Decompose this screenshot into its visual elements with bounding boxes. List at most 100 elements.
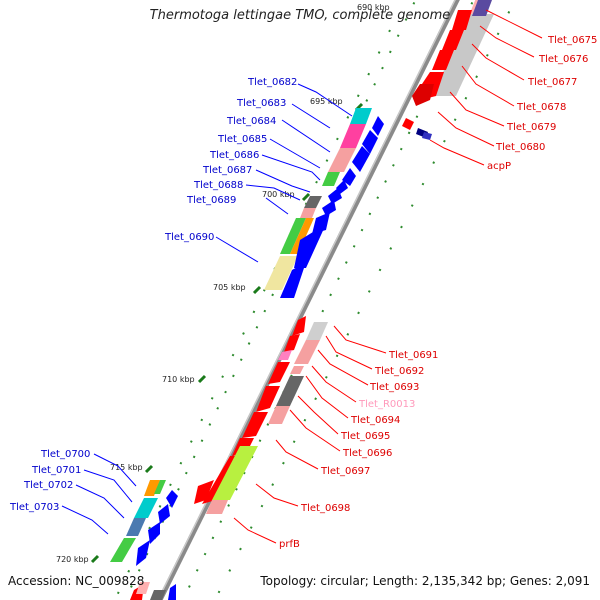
gene-arrow-0694 — [256, 386, 280, 412]
gene-arrow-0701 — [158, 504, 170, 524]
scale-label-700: 700 kbp — [262, 190, 295, 199]
gene-arrow-bottom-blue — [168, 584, 176, 600]
gene-arrow-0692 — [284, 334, 300, 352]
gene-label-Tlet_0676: Tlet_0676 — [538, 54, 588, 65]
gene-label-Tlet_0689: Tlet_0689 — [186, 195, 236, 206]
gene-block-0684-pink — [328, 148, 356, 172]
gene-label-Tlet_0684: Tlet_0684 — [226, 116, 276, 127]
gene-block-0675-purple — [472, 0, 492, 16]
gene-arrow-0690 — [294, 224, 326, 268]
gene-block-acpP-b — [422, 132, 432, 140]
gene-arrow-0691 — [292, 316, 306, 336]
gene-block-0694-gray — [276, 376, 304, 406]
gene-label-Tlet_0677: Tlet_0677 — [527, 77, 577, 88]
gene-arrow-0679 — [412, 84, 434, 106]
gene-arrow-0689a — [322, 200, 336, 216]
gene-arrow-0685 — [342, 168, 356, 186]
gene-block-bottom-pink — [136, 582, 150, 594]
gene-arrow-0702 — [148, 522, 160, 544]
gene-arrow-0676 — [442, 30, 464, 50]
gene-block-0693-pink — [290, 366, 304, 374]
leader-lines-left — [61, 83, 353, 535]
scale-label-690: 690 kbp — [357, 3, 390, 12]
gene-block-0690-green — [280, 218, 306, 254]
gene-label-Tlet_0687: Tlet_0687 — [202, 165, 252, 176]
topology-text: Topology: circular; Length: 2,135,342 bp… — [260, 574, 590, 588]
gene-label-Tlet_0702: Tlet_0702 — [23, 480, 73, 491]
scale-label-715: 715 kbp — [110, 463, 143, 472]
gene-arrow-0683 — [362, 130, 378, 154]
gene-label-Tlet_0680: Tlet_0680 — [495, 142, 545, 153]
gene-arrow-0682 — [372, 116, 384, 136]
gene-label-Tlet_0694: Tlet_0694 — [350, 415, 400, 426]
gene-cluster-bottom — [110, 480, 178, 600]
gene-block-0677-gray — [432, 14, 494, 96]
gene-block-0698-lime — [212, 446, 258, 500]
gene-block-0691-gray — [306, 322, 328, 340]
accession-text: Accession: NC_009828 — [8, 574, 145, 588]
gene-arrow-0695 — [242, 412, 268, 438]
gene-label-Tlet_0691: Tlet_0691 — [388, 350, 438, 361]
gene-arrow-0684 — [352, 146, 370, 172]
gene-block-0690-orange — [290, 218, 314, 254]
gene-cluster-middle — [264, 108, 384, 298]
gene-arrow-0675 — [452, 10, 472, 30]
scale-label-720: 720 kbp — [56, 555, 89, 564]
gene-block-0700-green — [154, 480, 166, 494]
gene-label-Tlet_0703: Tlet_0703 — [9, 502, 59, 513]
gene-block-0690-yellow — [264, 256, 298, 290]
gene-arrow-0677 — [432, 50, 454, 70]
gene-block-bottom-gray — [150, 590, 166, 600]
gene-label-Tlet_0675: Tlet_0675 — [547, 35, 597, 46]
genome-backbone — [157, 0, 460, 600]
far-outer-dotted-track — [213, 0, 517, 600]
gene-label-Tlet_0688: Tlet_0688 — [193, 180, 243, 191]
gene-label-Tlet_0683: Tlet_0683 — [236, 98, 286, 109]
map-title: Thermotoga lettingae TMO, complete genom… — [149, 8, 451, 23]
gene-arrow-prfB — [194, 480, 214, 504]
gene-block-prfB-pink — [206, 500, 228, 514]
gene-arrow-0688 — [328, 188, 342, 204]
gene-label-Tlet_0692: Tlet_0692 — [374, 366, 424, 377]
gene-block-0688-gray — [304, 196, 322, 208]
gene-label-Tlet_0690: Tlet_0690 — [164, 232, 214, 243]
gene-block-0701-cyan — [134, 498, 158, 518]
gene-label-Tlet_0697: Tlet_0697 — [320, 466, 370, 477]
gene-block-0689-pink — [300, 208, 316, 218]
gene-label-Tlet_0701: Tlet_0701 — [31, 465, 81, 476]
gene-arrow-0693 — [268, 362, 290, 384]
gene-label-Tlet_0686: Tlet_0686 — [209, 150, 259, 161]
gene-label-Tlet_R0013: Tlet_R0013 — [358, 399, 415, 410]
scale-label-710: 710 kbp — [162, 375, 195, 384]
gene-label-Tlet_0693: Tlet_0693 — [369, 382, 419, 393]
gene-label-Tlet_0679: Tlet_0679 — [506, 122, 556, 133]
gene-label-Tlet_0698: Tlet_0698 — [300, 503, 350, 514]
gene-arrow-R0013 — [278, 350, 292, 360]
gene-label-prfB: prfB — [279, 539, 300, 550]
genome-backbone-highlight — [157, 0, 456, 600]
gene-arrow-0690b — [280, 262, 306, 298]
gene-block-0686-green — [322, 172, 340, 186]
gene-label-Tlet_0685: Tlet_0685 — [217, 134, 267, 145]
gene-cluster-lower — [194, 316, 328, 514]
gene-block-0683-magenta — [340, 124, 366, 148]
scale-label-705: 705 kbp — [213, 283, 246, 292]
gene-block-0692-pink — [294, 340, 320, 364]
gene-block-0703-green — [110, 538, 136, 562]
gene-block-0700-orange — [144, 480, 160, 496]
scale-label-695: 695 kbp — [310, 97, 343, 106]
gene-block-0695-pink — [268, 406, 290, 424]
gene-arrow-0680 — [402, 118, 414, 130]
gene-arrow-0700 — [166, 490, 178, 508]
gene-arrow-0703 — [136, 540, 150, 566]
gene-arrow-0689b — [312, 212, 330, 234]
gene-label-Tlet_0678: Tlet_0678 — [516, 102, 566, 113]
gene-label-Tlet_0695: Tlet_0695 — [340, 431, 390, 442]
gene-label-acpP: acpP — [487, 161, 511, 172]
gene-label-Tlet_0682: Tlet_0682 — [247, 77, 297, 88]
gene-block-0702-steel — [126, 518, 146, 536]
gene-label-Tlet_0696: Tlet_0696 — [342, 448, 392, 459]
gene-label-Tlet_0700: Tlet_0700 — [40, 449, 90, 460]
gene-cluster-top — [402, 0, 494, 140]
